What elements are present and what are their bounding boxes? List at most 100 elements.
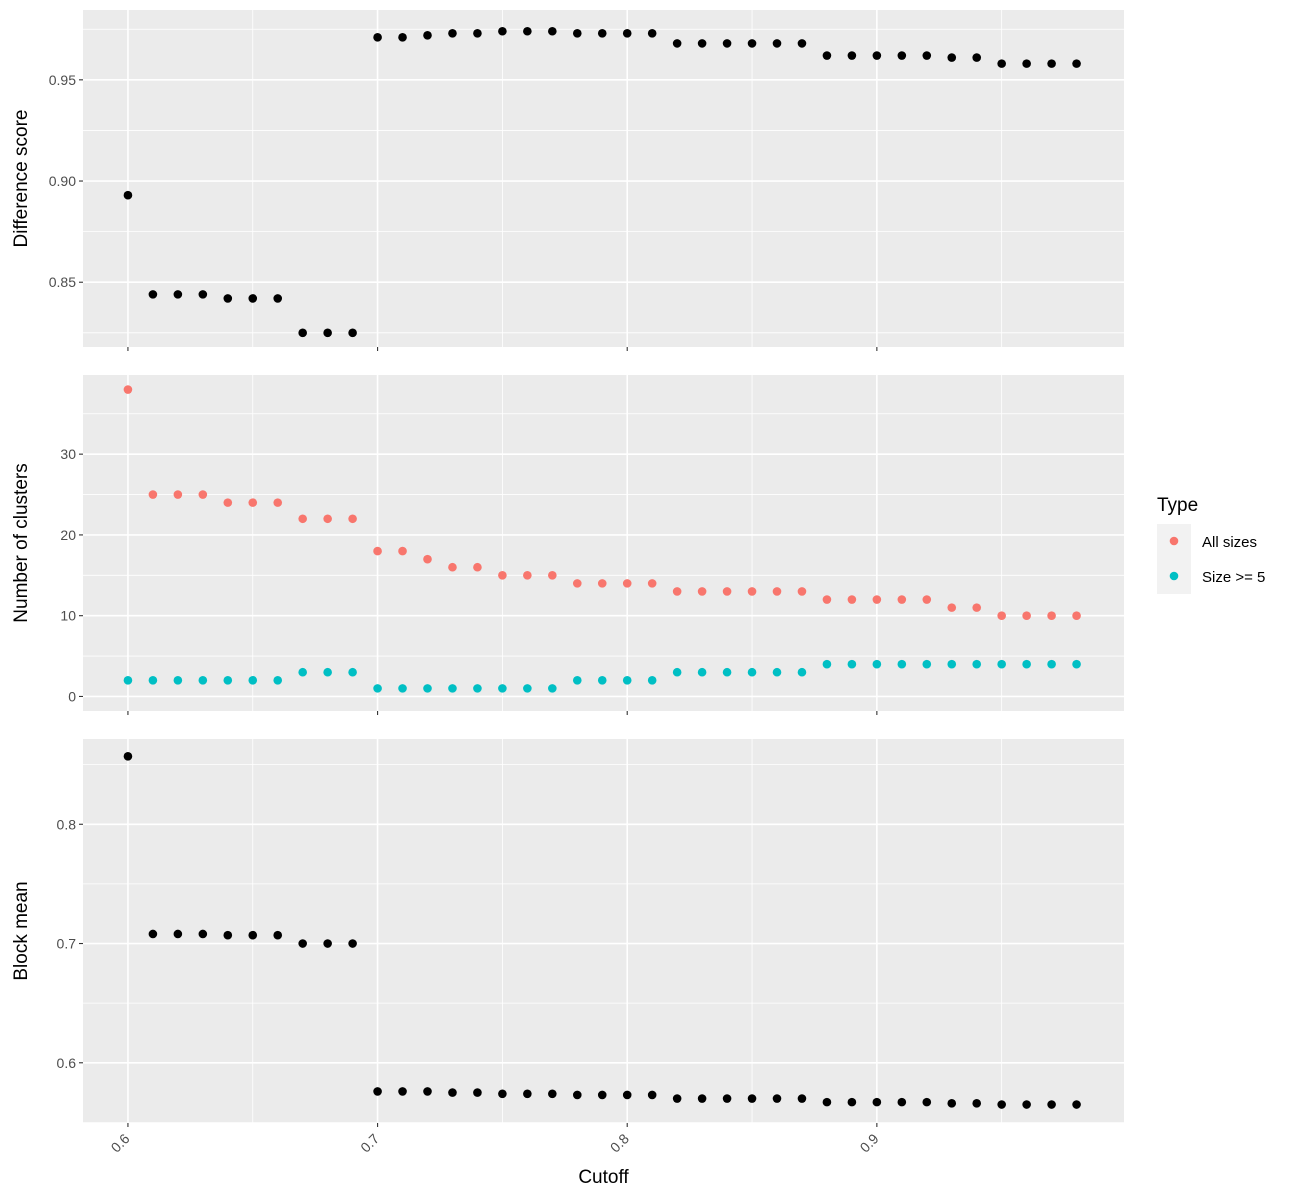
data-point: [747, 1094, 757, 1103]
data-point: [123, 190, 133, 200]
data-point: [223, 498, 233, 507]
data-point: [797, 667, 807, 677]
panel-difference-score: 0.85 0.90 0.95 Difference score: [11, 10, 1124, 351]
data-point: [872, 595, 882, 604]
y-tick-label: 0.85: [49, 274, 76, 290]
y-tick-label: 30: [60, 446, 76, 462]
data-point: [148, 290, 158, 299]
data-point: [722, 587, 732, 596]
data-point: [123, 385, 133, 394]
legend-label: Size >= 5: [1202, 569, 1265, 586]
data-point: [323, 514, 332, 524]
data-point: [697, 667, 707, 677]
data-point: [1022, 611, 1031, 620]
data-point: [647, 1090, 657, 1100]
data-point: [498, 1089, 507, 1099]
y-axis-title: Difference score: [11, 110, 32, 248]
panel-number-of-clusters: 0 10 20 30 Number of clusters Type All sizes Si…: [11, 375, 1265, 715]
data-point: [523, 571, 532, 580]
data-point: [972, 603, 982, 612]
series-all-sizes: [123, 385, 1081, 620]
data-point: [1022, 59, 1031, 68]
data-point: [398, 546, 407, 556]
data-point: [622, 579, 632, 588]
data-point: [572, 676, 582, 685]
data-point: [997, 611, 1006, 620]
data-point: [672, 667, 682, 677]
series-points-0: [123, 751, 1081, 1109]
y-tick-label: 10: [60, 608, 76, 624]
data-point: [697, 39, 707, 48]
data-point: [273, 930, 283, 940]
data-point: [373, 546, 382, 556]
data-point: [148, 490, 158, 499]
data-point: [298, 514, 307, 524]
x-axis-title: Cutoff: [578, 1167, 629, 1188]
data-point: [448, 684, 457, 693]
y-axis-title: Number of clusters: [11, 463, 32, 622]
data-point: [947, 603, 957, 612]
data-point: [947, 53, 957, 62]
data-point: [947, 659, 957, 669]
y-tick-label: 0.8: [57, 816, 77, 832]
legend-title: Type: [1157, 495, 1198, 516]
data-point: [772, 667, 782, 677]
data-point: [672, 1094, 682, 1103]
data-point: [473, 562, 482, 572]
data-point: [548, 1089, 557, 1099]
legend-point: [1169, 571, 1179, 581]
data-point: [672, 39, 682, 48]
data-point: [847, 595, 857, 604]
data-point: [597, 676, 607, 685]
data-point: [423, 684, 432, 693]
data-point: [847, 51, 857, 60]
legend-label: All sizes: [1202, 534, 1257, 551]
data-point: [298, 939, 307, 948]
panel-background: [83, 739, 1124, 1123]
data-point: [822, 51, 832, 60]
data-point: [847, 1097, 857, 1107]
series-points-0: [123, 26, 1081, 338]
data-point: [448, 1088, 457, 1097]
data-point: [248, 294, 258, 303]
data-point: [772, 39, 782, 48]
data-point: [348, 328, 357, 338]
data-point: [572, 579, 582, 588]
data-point: [922, 1097, 932, 1107]
data-point: [1022, 659, 1031, 669]
data-point: [123, 676, 133, 685]
data-point: [223, 294, 233, 303]
data-point: [772, 1094, 782, 1103]
data-point: [697, 587, 707, 596]
data-point: [947, 1099, 957, 1108]
data-point: [647, 579, 657, 588]
data-point: [148, 676, 158, 685]
data-point: [423, 554, 432, 564]
x-tick-label: 0.9: [857, 1130, 882, 1155]
data-point: [1072, 1100, 1081, 1109]
data-point: [348, 939, 357, 948]
data-point: [722, 39, 732, 48]
series-size-5: [123, 659, 1081, 693]
panel-block-mean: 0.6 0.7 0.8 Block mean 0.6 0.7 0.8 0.9 Cutoff: [11, 739, 1124, 1188]
data-point: [1047, 611, 1056, 620]
data-point: [198, 490, 208, 499]
y-tick-label: 0.6: [57, 1055, 77, 1071]
data-point: [198, 290, 208, 299]
data-point: [548, 26, 557, 36]
data-point: [398, 1087, 407, 1096]
data-point: [897, 659, 907, 669]
data-point: [797, 1094, 807, 1103]
data-point: [772, 587, 782, 596]
data-point: [398, 33, 407, 42]
data-point: [373, 1087, 382, 1096]
data-point: [997, 659, 1006, 669]
x-tick-label: 0.7: [357, 1130, 382, 1155]
data-point: [173, 290, 183, 299]
data-point: [972, 1099, 982, 1108]
data-point: [997, 59, 1006, 68]
data-point: [1072, 59, 1081, 68]
data-point: [572, 28, 582, 38]
data-point: [622, 1090, 632, 1100]
